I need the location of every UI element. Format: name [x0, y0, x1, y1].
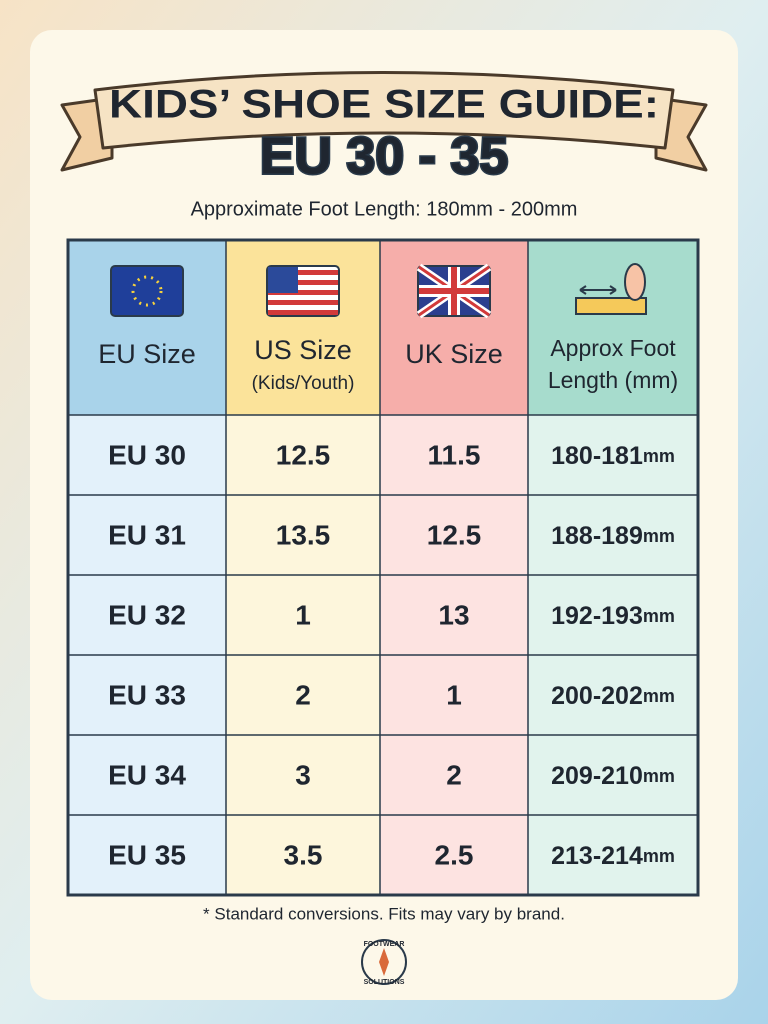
length-cell: 180-181mm: [551, 442, 675, 470]
cell-text: EU 34: [108, 759, 186, 790]
cell-text: EU 31: [108, 519, 186, 550]
body-cell: [380, 415, 528, 495]
body-cell: [68, 655, 226, 735]
cell-text: 1: [295, 599, 311, 630]
logo: FOOTWEAR SOLUTIONS: [361, 939, 407, 986]
cell-text: 1: [446, 679, 462, 710]
table-border: [66, 238, 700, 897]
cell-text: 2.5: [435, 839, 474, 870]
body-cell: [528, 575, 698, 655]
body-cell: [68, 495, 226, 575]
cell-text: EU 32: [108, 599, 186, 630]
length-value: 213-214: [551, 842, 643, 870]
title: KIDS’ SHOE SIZE GUIDE:: [109, 83, 659, 127]
body-cell: [226, 735, 380, 815]
body-cell: [380, 495, 528, 575]
us-flag: [266, 265, 340, 317]
cell-text: 12.5: [427, 519, 482, 550]
size-table: EU Size US Size (Kids/Youth) UK Size Approx …: [66, 238, 700, 897]
body-cell: [528, 815, 698, 895]
cell-text: 11.5: [428, 439, 481, 470]
cell-text: 3: [295, 759, 311, 790]
body-cell: [68, 735, 226, 815]
body-cell: [528, 415, 698, 495]
body-cell: [380, 735, 528, 815]
body-cell: [380, 815, 528, 895]
body-cell: [226, 415, 380, 495]
body-cell: [68, 575, 226, 655]
eu-flag: [110, 265, 184, 317]
body-cell: [226, 575, 380, 655]
cell-text: 12.5: [276, 439, 331, 470]
cell-text: 13: [438, 599, 469, 630]
column-sublabel: Length (mm): [548, 367, 678, 393]
column-sublabel: (Kids/Youth): [252, 373, 355, 394]
column-label: EU Size: [98, 339, 196, 369]
length-unit: mm: [643, 846, 675, 866]
cell-text: 13.5: [276, 519, 331, 550]
body-cell: [68, 815, 226, 895]
logo-bottom: SOLUTIONS: [364, 979, 405, 986]
cell-text: 3.5: [284, 839, 323, 870]
logo-top: FOOTWEAR: [364, 941, 405, 948]
length-value: 180-181: [551, 442, 643, 470]
column-label: US Size: [254, 335, 352, 365]
body-cell: [528, 735, 698, 815]
body-cell: [68, 415, 226, 495]
ruler-foot-icon: [575, 263, 647, 315]
column-label: Approx Foot: [550, 335, 676, 361]
body-cell: [528, 495, 698, 575]
body-cell: [226, 655, 380, 735]
length-value: 188-189: [551, 522, 643, 550]
body-cell: [226, 815, 380, 895]
body-cell: [380, 575, 528, 655]
length-cell: 213-214mm: [551, 842, 675, 870]
length-unit: mm: [643, 526, 675, 546]
length-value: 209-210: [551, 762, 643, 790]
cell-text: EU 33: [108, 679, 186, 710]
length-cell: 188-189mm: [551, 522, 675, 550]
length-unit: mm: [643, 606, 675, 626]
cell-text: EU 35: [108, 839, 186, 870]
header-cell: [528, 240, 698, 415]
length-cell: 209-210mm: [551, 762, 675, 790]
cell-text: EU 30: [108, 439, 186, 470]
length-cell: 192-193mm: [551, 602, 675, 630]
footnote: * Standard conversions. Fits may vary by…: [203, 904, 565, 923]
cell-text: 2: [446, 759, 462, 790]
column-label: UK Size: [405, 339, 503, 369]
length-cell: 200-202mm: [551, 682, 675, 710]
length-unit: mm: [643, 766, 675, 786]
subtitle: EU 30 - 35: [260, 128, 509, 186]
length-unit: mm: [643, 686, 675, 706]
length-unit: mm: [643, 446, 675, 466]
body-cell: [528, 655, 698, 735]
body-cell: [226, 495, 380, 575]
length-value: 200-202: [551, 682, 643, 710]
body-cell: [380, 655, 528, 735]
cell-text: 2: [295, 679, 311, 710]
length-value: 192-193: [551, 602, 643, 630]
uk-flag: [416, 263, 492, 319]
ribbon: [60, 71, 708, 172]
note: Approximate Foot Length: 180mm - 200mm: [191, 198, 578, 220]
